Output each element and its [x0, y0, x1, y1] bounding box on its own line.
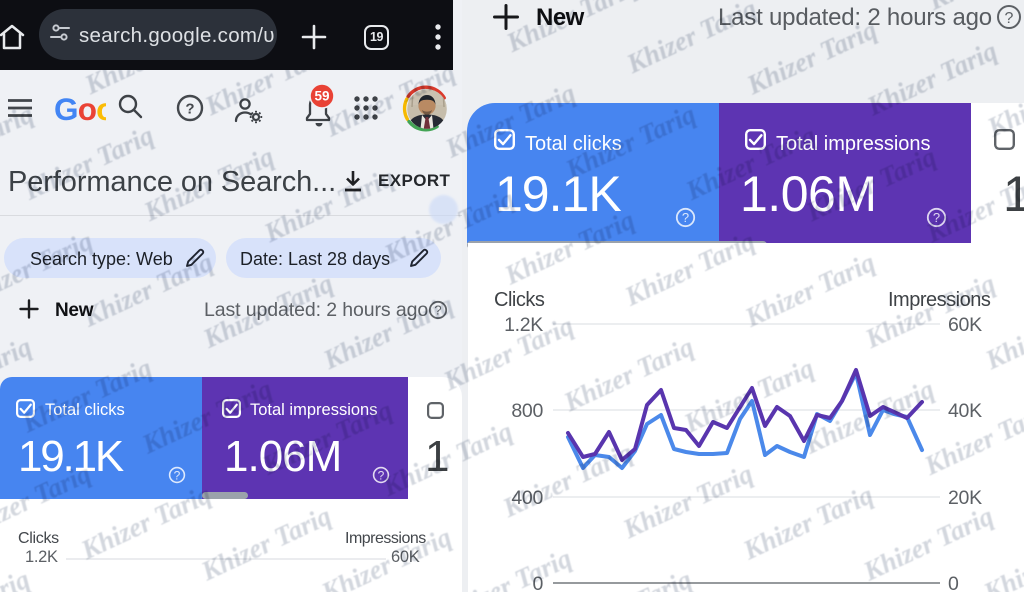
svg-text:?: ?	[933, 210, 940, 225]
svg-text:?: ?	[682, 210, 689, 225]
svg-text:?: ?	[173, 468, 180, 482]
svg-text:59: 59	[314, 89, 329, 104]
svg-text:?: ?	[185, 101, 194, 118]
svg-text:?: ?	[434, 303, 441, 318]
svg-text:?: ?	[377, 468, 384, 482]
svg-text:?: ?	[1005, 10, 1014, 27]
